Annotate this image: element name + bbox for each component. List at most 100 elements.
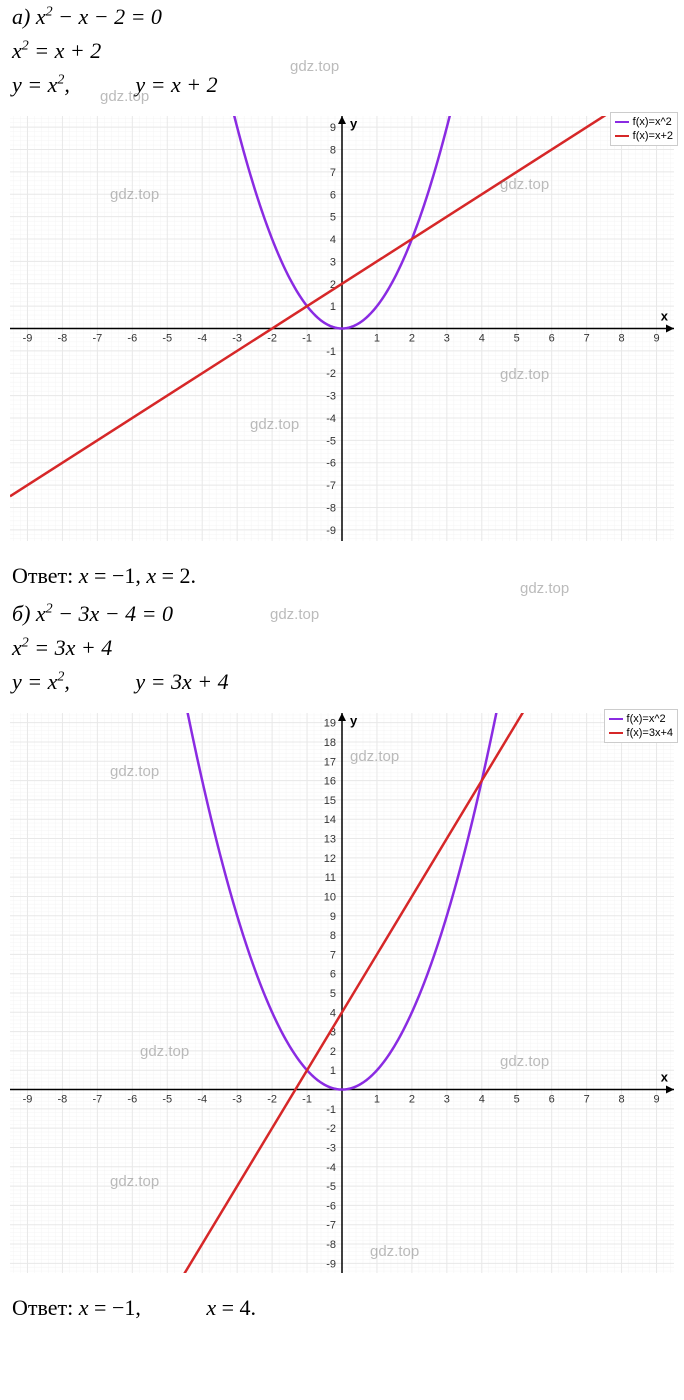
svg-text:9: 9 [330, 122, 336, 134]
svg-text:-4: -4 [326, 1162, 336, 1174]
svg-text:-8: -8 [326, 502, 336, 514]
svg-text:-7: -7 [92, 333, 102, 345]
part-label: б) [12, 601, 30, 626]
svg-text:-9: -9 [326, 1258, 336, 1270]
problem-a-answer: Ответ: x = −1, x = 2. [0, 555, 684, 597]
svg-text:5: 5 [514, 1094, 520, 1106]
svg-text:-3: -3 [326, 391, 336, 403]
svg-text:2: 2 [330, 1046, 336, 1058]
problem-b-step1: x2 = 3x + 4 [0, 631, 684, 665]
svg-text:18: 18 [324, 737, 336, 749]
svg-text:-5: -5 [326, 435, 336, 447]
svg-text:3: 3 [330, 256, 336, 268]
svg-text:-2: -2 [267, 333, 277, 345]
svg-text:-6: -6 [326, 458, 336, 470]
svg-text:-9: -9 [326, 525, 336, 537]
svg-text:13: 13 [324, 834, 336, 846]
svg-text:-7: -7 [326, 480, 336, 492]
svg-text:-3: -3 [232, 333, 242, 345]
svg-text:10: 10 [324, 891, 336, 903]
svg-text:19: 19 [324, 718, 336, 730]
svg-text:6: 6 [549, 1094, 555, 1106]
svg-text:-1: -1 [302, 1094, 312, 1106]
svg-text:9: 9 [330, 911, 336, 923]
svg-text:-2: -2 [326, 368, 336, 380]
svg-text:-5: -5 [326, 1181, 336, 1193]
svg-text:-6: -6 [326, 1200, 336, 1212]
svg-text:y: y [350, 713, 358, 728]
svg-text:7: 7 [584, 1094, 590, 1106]
part-label: а) [12, 4, 30, 29]
svg-text:-8: -8 [58, 1094, 68, 1106]
svg-text:-6: -6 [127, 333, 137, 345]
svg-text:-4: -4 [197, 1094, 207, 1106]
answer-prefix: Ответ: [12, 563, 73, 588]
legend-label: f(x)=x^2 [627, 713, 666, 725]
svg-text:6: 6 [549, 333, 555, 345]
legend-swatch [615, 135, 629, 137]
problem-b-step2: y = x2, y = 3x + 4 [0, 665, 684, 699]
problem-b-answer: Ответ: x = −1, x = 4. [0, 1287, 684, 1329]
problem-a-equation: а) x2 − x − 2 = 0 [0, 0, 684, 34]
legend-item: f(x)=3x+4 [609, 726, 673, 740]
problem-a-step1: x2 = x + 2 [0, 34, 684, 68]
svg-text:8: 8 [330, 145, 336, 157]
svg-text:6: 6 [330, 189, 336, 201]
svg-text:14: 14 [324, 814, 336, 826]
legend-item: f(x)=x^2 [615, 115, 673, 129]
svg-text:1: 1 [374, 1094, 380, 1106]
legend-swatch [615, 121, 629, 123]
svg-text:8: 8 [330, 930, 336, 942]
svg-text:-5: -5 [162, 333, 172, 345]
svg-text:2: 2 [409, 333, 415, 345]
chart-b-legend: f(x)=x^2 f(x)=3x+4 [604, 709, 678, 743]
svg-text:-4: -4 [197, 333, 207, 345]
chart-b-svg: -9-8-7-6-5-4-3-2-1123456789-9-8-7-6-5-4-… [0, 703, 684, 1283]
svg-text:5: 5 [330, 212, 336, 224]
problem-a-step2: y = x2, y = x + 2 [0, 68, 684, 102]
svg-text:-9: -9 [23, 1094, 33, 1106]
svg-text:4: 4 [330, 234, 336, 246]
svg-text:6: 6 [330, 969, 336, 981]
svg-text:5: 5 [514, 333, 520, 345]
svg-text:9: 9 [653, 333, 659, 345]
svg-text:x: x [661, 1070, 669, 1085]
chart-b: -9-8-7-6-5-4-3-2-1123456789-9-8-7-6-5-4-… [0, 703, 684, 1283]
svg-text:-1: -1 [326, 1104, 336, 1116]
svg-text:-8: -8 [58, 333, 68, 345]
svg-text:-1: -1 [326, 346, 336, 358]
svg-text:12: 12 [324, 853, 336, 865]
svg-text:-7: -7 [326, 1220, 336, 1232]
svg-text:4: 4 [479, 333, 485, 345]
svg-text:-1: -1 [302, 333, 312, 345]
problem-b-equation: б) x2 − 3x − 4 = 0 [0, 597, 684, 631]
legend-label: f(x)=x+2 [633, 130, 673, 142]
svg-text:-7: -7 [92, 1094, 102, 1106]
svg-text:8: 8 [619, 1094, 625, 1106]
svg-text:-3: -3 [326, 1142, 336, 1154]
svg-text:16: 16 [324, 776, 336, 788]
svg-text:x: x [661, 309, 669, 324]
svg-text:-6: -6 [127, 1094, 137, 1106]
svg-text:-2: -2 [267, 1094, 277, 1106]
svg-text:-5: -5 [162, 1094, 172, 1106]
svg-text:4: 4 [330, 1007, 336, 1019]
svg-text:1: 1 [374, 333, 380, 345]
svg-text:17: 17 [324, 756, 336, 768]
svg-text:5: 5 [330, 988, 336, 1000]
svg-text:1: 1 [330, 1065, 336, 1077]
svg-text:4: 4 [479, 1094, 485, 1106]
svg-text:3: 3 [444, 1094, 450, 1106]
svg-text:7: 7 [330, 949, 336, 961]
legend-item: f(x)=x^2 [609, 712, 673, 726]
svg-text:3: 3 [444, 333, 450, 345]
svg-text:7: 7 [330, 167, 336, 179]
chart-a: -9-8-7-6-5-4-3-2-1123456789-9-8-7-6-5-4-… [0, 106, 684, 551]
svg-text:-3: -3 [232, 1094, 242, 1106]
svg-text:15: 15 [324, 795, 336, 807]
legend-swatch [609, 718, 623, 720]
chart-a-legend: f(x)=x^2 f(x)=x+2 [610, 112, 678, 146]
legend-item: f(x)=x+2 [615, 129, 673, 143]
chart-a-svg: -9-8-7-6-5-4-3-2-1123456789-9-8-7-6-5-4-… [0, 106, 684, 551]
legend-swatch [609, 732, 623, 734]
